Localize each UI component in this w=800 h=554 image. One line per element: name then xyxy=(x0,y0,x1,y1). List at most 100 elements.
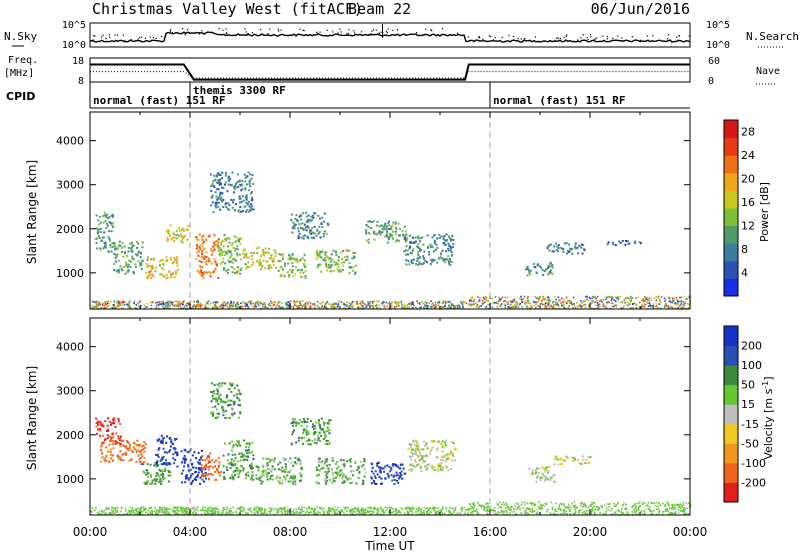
heatmap-cell xyxy=(174,451,177,454)
ground-scatter-cell xyxy=(555,301,557,304)
heatmap-cell xyxy=(322,438,325,441)
ground-scatter-cell xyxy=(348,305,350,308)
heatmap-cell xyxy=(549,476,552,479)
ground-scatter-cell xyxy=(404,511,406,514)
ground-scatter-cell xyxy=(583,304,585,306)
heatmap-cell xyxy=(153,478,156,481)
heatmap-cell xyxy=(232,201,235,204)
ground-scatter-cell xyxy=(282,306,284,308)
heatmap-cell xyxy=(388,220,390,223)
heatmap-cell xyxy=(201,475,204,477)
ground-scatter-cell xyxy=(232,305,234,308)
heatmap-cell xyxy=(216,388,219,391)
heatmap-cell xyxy=(201,478,204,481)
ground-scatter-cell xyxy=(587,299,590,302)
ground-scatter-cell xyxy=(332,305,335,308)
ground-scatter-cell xyxy=(410,303,412,306)
heatmap-cell xyxy=(145,276,148,279)
heatmap-cell xyxy=(318,457,321,460)
ground-scatter-cell xyxy=(206,301,209,304)
ground-scatter-cell xyxy=(508,507,510,509)
ground-scatter-cell xyxy=(572,307,574,309)
heatmap-cell xyxy=(425,444,428,447)
heatmap-cell xyxy=(544,467,547,470)
heatmap-cell xyxy=(326,440,329,442)
ground-scatter-cell xyxy=(381,302,384,304)
ground-scatter-cell xyxy=(155,302,157,304)
heatmap-cell xyxy=(450,441,453,443)
heatmap-cell xyxy=(226,245,229,248)
noise-search-point xyxy=(557,37,559,39)
heatmap-cell xyxy=(198,260,201,262)
heatmap-cell xyxy=(112,222,114,225)
heatmap-cell xyxy=(112,447,115,450)
power-heatmap-data xyxy=(90,112,692,310)
ground-scatter-cell xyxy=(552,306,554,308)
ground-scatter-cell xyxy=(179,507,182,510)
heatmap-cell xyxy=(202,459,205,462)
noise-search-point xyxy=(184,32,186,34)
heatmap-cell xyxy=(284,463,287,466)
ground-scatter-cell xyxy=(485,298,487,300)
heatmap-cell xyxy=(101,451,104,454)
ground-scatter-cell xyxy=(530,304,533,307)
heatmap-cell xyxy=(215,408,218,411)
ground-scatter-cell xyxy=(363,303,366,305)
heatmap-cell xyxy=(105,454,108,457)
heatmap-cell xyxy=(236,396,239,399)
heatmap-cell xyxy=(111,433,114,436)
heatmap-cell xyxy=(527,268,530,271)
heatmap-cell xyxy=(238,180,241,183)
heatmap-cell xyxy=(187,224,190,227)
heatmap-cell xyxy=(194,471,197,474)
heatmap-cell xyxy=(417,463,420,466)
heatmap-cell xyxy=(571,252,574,255)
ground-scatter-cell xyxy=(296,307,299,310)
heatmap-cell xyxy=(196,461,199,464)
heatmap-cell xyxy=(195,476,197,479)
ground-scatter-cell xyxy=(683,513,686,516)
heatmap-cell xyxy=(206,473,209,476)
heatmap-cell xyxy=(205,463,208,466)
heatmap-cell xyxy=(103,211,106,214)
heatmap-cell xyxy=(243,256,246,259)
ground-scatter-cell xyxy=(236,301,239,304)
heatmap-cell xyxy=(266,474,269,477)
ground-scatter-cell xyxy=(486,510,488,512)
ground-scatter-cell xyxy=(255,506,258,509)
heatmap-cell xyxy=(292,474,295,477)
ground-scatter-cell xyxy=(607,503,610,505)
heatmap-cell xyxy=(249,173,252,176)
ground-scatter-cell xyxy=(486,506,488,508)
heatmap-cell xyxy=(335,261,338,264)
heatmap-cell xyxy=(147,480,150,483)
heatmap-cell xyxy=(176,233,179,236)
heatmap-cell xyxy=(585,459,588,461)
ground-scatter-cell xyxy=(669,297,671,300)
heatmap-cell xyxy=(317,482,320,485)
noise-search-point xyxy=(566,34,568,36)
ground-scatter-cell xyxy=(418,303,421,305)
heatmap-cell xyxy=(231,414,234,417)
ground-scatter-cell xyxy=(615,304,618,306)
heatmap-cell xyxy=(450,251,453,254)
heatmap-cell xyxy=(292,275,295,278)
ground-scatter-cell xyxy=(273,513,276,516)
heatmap-cell xyxy=(104,220,107,223)
ground-scatter-cell xyxy=(621,512,624,514)
noise-search-point xyxy=(457,32,459,34)
ground-scatter-cell xyxy=(681,306,683,308)
ground-scatter-cell xyxy=(225,303,227,305)
ground-scatter-cell xyxy=(513,511,515,513)
heatmap-cell xyxy=(256,466,259,469)
heatmap-cell xyxy=(269,459,272,462)
heatmap-cell xyxy=(111,422,114,425)
heatmap-cell xyxy=(250,199,253,202)
heatmap-cell xyxy=(203,257,206,260)
heatmap-cell xyxy=(540,476,543,479)
heatmap-cell xyxy=(245,183,248,186)
heatmap-cell xyxy=(201,252,204,255)
heatmap-cell xyxy=(360,461,362,463)
noise-search-point xyxy=(347,32,349,34)
ground-scatter-cell xyxy=(506,506,508,508)
